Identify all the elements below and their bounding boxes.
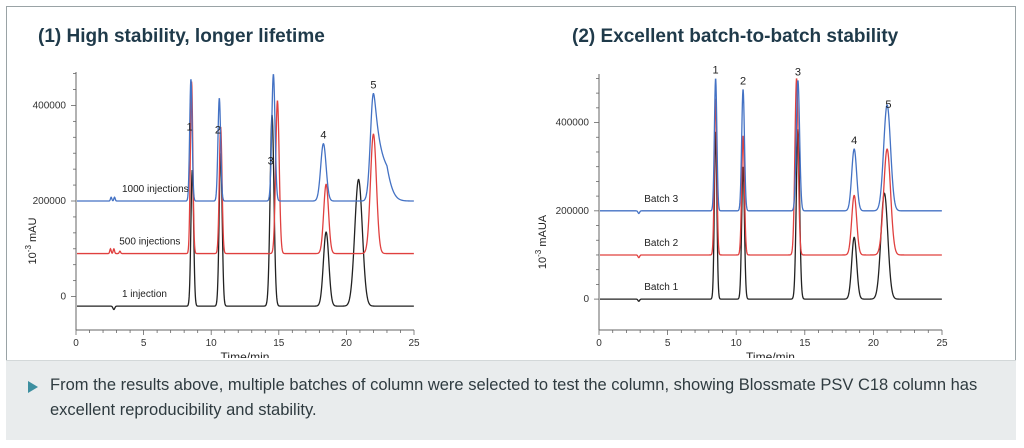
c0-peak-label: 1 <box>187 121 193 133</box>
c0-series-line-1 <box>77 81 414 255</box>
c0-series-label: 500 injections <box>119 237 180 248</box>
c0-y-axis-label: 10-3 mAU <box>24 218 39 265</box>
c1-y-label-base: 10 <box>537 257 549 269</box>
c0-peak-label: 4 <box>320 130 326 142</box>
c1-series-label: Batch 3 <box>644 194 678 205</box>
c0-y-label-exp: -3 <box>24 245 33 253</box>
c1-peak-label: 5 <box>885 99 891 111</box>
c1-y-label-exp: -3 <box>534 249 543 257</box>
c1-peak-label: 3 <box>795 67 801 79</box>
chart-title-batch: (2) Excellent batch-to-batch stability <box>572 26 899 47</box>
c0-peak-label: 5 <box>370 80 376 92</box>
c1-series-label: Batch 2 <box>644 238 678 249</box>
c0-x-tick-label: 10 <box>206 338 218 349</box>
c1-x-tick-label: 25 <box>936 338 948 349</box>
c1-series-line-0 <box>600 78 942 215</box>
c0-x-tick-label: 20 <box>341 338 353 349</box>
c1-peak-label: 2 <box>740 75 746 87</box>
c1-y-tick-label: 0 <box>583 294 589 305</box>
c0-series-label: 1 injection <box>122 289 167 300</box>
c0-peak-label: 2 <box>215 125 221 137</box>
c1-series-label: Batch 1 <box>644 282 678 293</box>
c0-y-tick-label: 0 <box>60 292 66 303</box>
c1-x-tick-label: 0 <box>596 338 602 349</box>
c1-x-tick-label: 10 <box>731 338 743 349</box>
c0-series-label: 1000 injections <box>122 184 189 195</box>
play-arrow-icon <box>28 381 38 393</box>
c1-x-tick-label: 5 <box>665 338 671 349</box>
c0-series-line-2 <box>77 114 414 311</box>
c0-x-axis-label: Time/min <box>221 350 270 358</box>
c1-y-axis-label: 10-3 mAUA <box>534 214 549 269</box>
c1-peak-label: 1 <box>713 64 719 76</box>
c0-y-label-base: 10 <box>27 252 39 264</box>
chart-title-stability: (1) High stability, longer lifetime <box>38 26 325 47</box>
c1-peak-label: 4 <box>851 135 857 147</box>
c0-x-tick-label: 25 <box>408 338 420 349</box>
c0-y-tick-label: 400000 <box>33 100 67 111</box>
c0-x-tick-label: 0 <box>73 338 79 349</box>
conclusion-box: From the results above, multiple batches… <box>6 360 1016 440</box>
c0-x-tick-label: 15 <box>273 338 285 349</box>
c1-y-tick-label: 400000 <box>556 118 590 129</box>
c0-y-label-unit: mAU <box>27 218 39 246</box>
c1-y-label-unit: mAUA <box>537 214 549 250</box>
c1-y-tick-label: 200000 <box>556 206 590 217</box>
c1-series-line-1 <box>600 78 942 259</box>
c1-series-line-2 <box>600 129 942 302</box>
c0-series-line-0 <box>77 74 414 202</box>
c0-x-tick-label: 5 <box>141 338 147 349</box>
c1-x-axis-label: Time/min <box>746 350 795 358</box>
c0-y-tick-label: 200000 <box>33 196 67 207</box>
c1-x-tick-label: 15 <box>799 338 811 349</box>
conclusion-text: From the results above, multiple batches… <box>50 376 978 419</box>
c0-peak-label: 3 <box>268 155 274 167</box>
c1-x-tick-label: 20 <box>868 338 880 349</box>
